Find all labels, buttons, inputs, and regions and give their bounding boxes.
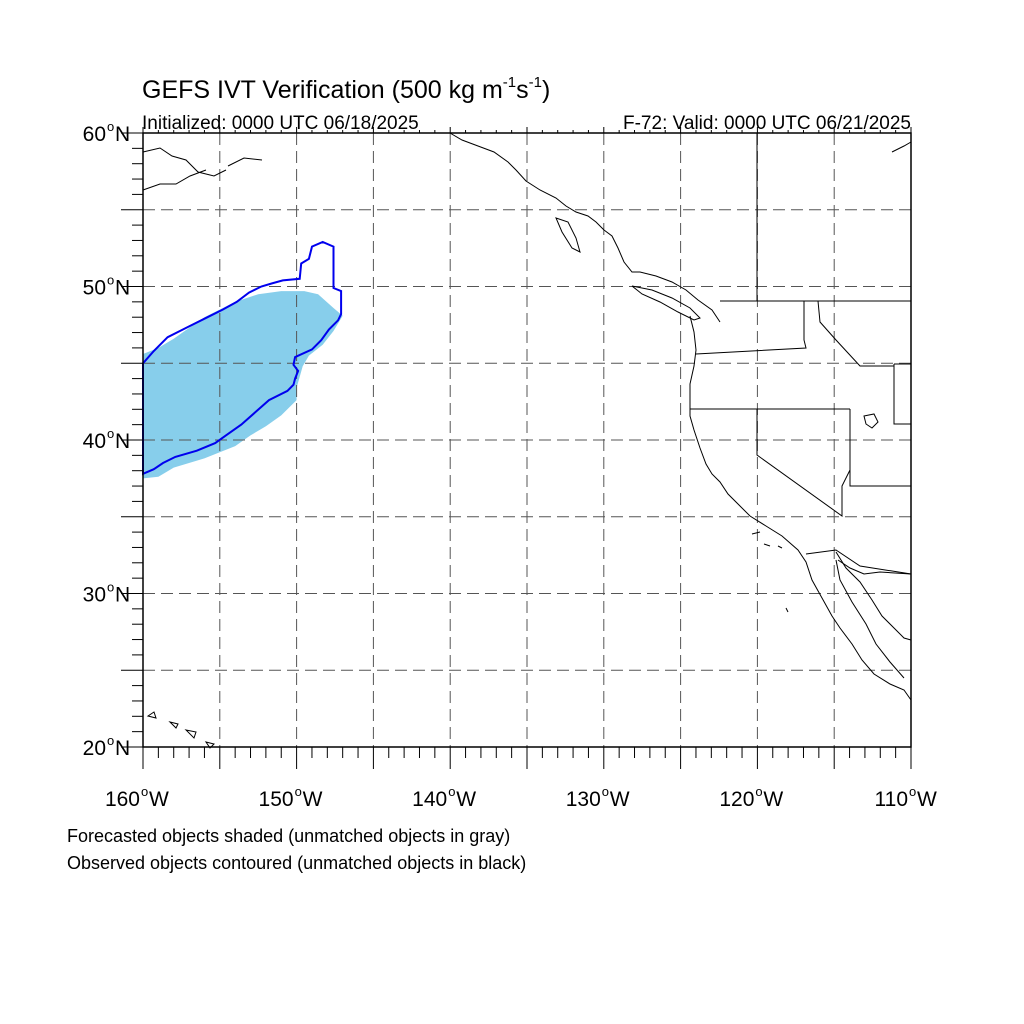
hawaii-islands — [146, 711, 215, 749]
baja-gulf-coast — [835, 551, 912, 679]
lon-hemisphere: W — [149, 788, 169, 811]
vancouver-island — [631, 285, 701, 321]
lon-hemisphere: W — [763, 788, 783, 811]
lon-degree-symbol: o — [141, 784, 148, 799]
initialized-label: Initialized: 0000 UTC 06/18/2025 — [142, 113, 419, 134]
us-west-coastline — [689, 315, 912, 701]
lat-degree-symbol: o — [107, 733, 114, 748]
lon-tick-label: 120 — [719, 788, 754, 811]
axis-ticks — [121, 127, 912, 769]
lon-degree-symbol: o — [602, 784, 609, 799]
lon-tick-label: 110 — [875, 788, 908, 811]
lon-degree-symbol: o — [909, 784, 916, 799]
alaska-coastline — [449, 132, 605, 231]
observed-note: Observed objects contoured (unmatched ob… — [67, 853, 527, 873]
lat-degree-symbol: o — [107, 273, 114, 288]
lon-tick-label: 130 — [566, 788, 601, 811]
map-title: GEFS IVT Verification (500 kg m-1s-1) — [142, 74, 550, 104]
lon-hemisphere: W — [917, 788, 937, 811]
lon-degree-symbol: o — [295, 784, 302, 799]
canada-coastline — [603, 229, 721, 323]
mexico-border — [805, 549, 912, 575]
lon-hemisphere: W — [456, 788, 476, 811]
lat-hemisphere: N — [115, 584, 130, 607]
lat-degree-symbol: o — [107, 119, 114, 134]
lat-tick-label: 60 — [83, 123, 106, 146]
state-borders — [690, 133, 912, 575]
mainland-mexico-coast — [837, 559, 912, 575]
lat-hemisphere: N — [115, 430, 130, 453]
lat-hemisphere: N — [115, 277, 130, 300]
lon-hemisphere: W — [303, 788, 323, 811]
gridlines — [143, 133, 911, 747]
haida-gwaii-island — [555, 217, 581, 253]
lat-tick-label: 30 — [83, 584, 106, 607]
lat-degree-symbol: o — [107, 426, 114, 441]
washington-oregon-border — [695, 301, 807, 355]
lon-tick-label: 160 — [105, 788, 140, 811]
lon-hemisphere: W — [610, 788, 630, 811]
great-salt-lake — [863, 413, 879, 429]
nevada-utah-arizona-border — [849, 409, 911, 487]
lon-degree-symbol: o — [755, 784, 762, 799]
valid-time-label: F-72: Valid: 0000 UTC 06/21/2025 — [623, 113, 911, 134]
utah-wyoming-border — [893, 363, 911, 425]
forecast-note: Forecasted objects shaded (unmatched obj… — [67, 826, 511, 846]
lat-tick-label: 50 — [83, 277, 106, 300]
lat-tick-label: 20 — [83, 737, 106, 760]
lat-hemisphere: N — [115, 737, 130, 760]
channel-islands — [751, 531, 789, 613]
northeast-coast-fragment — [891, 141, 912, 153]
lon-tick-label: 150 — [259, 788, 294, 811]
observed-object-layer — [142, 240, 343, 476]
alaska-peninsula-coast — [142, 147, 263, 191]
lat-degree-symbol: o — [107, 580, 114, 595]
plot-area — [121, 127, 912, 769]
forecast-object-shading — [143, 291, 343, 479]
lat-hemisphere: N — [115, 123, 130, 146]
lat-tick-label: 40 — [83, 430, 106, 453]
latitude-labels: 60 o N50 o N40 o N30 o N20 o N — [83, 119, 131, 760]
coastlines — [142, 132, 912, 749]
longitude-labels: 160 o W 150 o W 140 o W 130 o W 120 o W 110 o W — [105, 784, 937, 811]
lon-degree-symbol: o — [448, 784, 455, 799]
forecast-object-layer — [143, 291, 343, 479]
observed-object-contour — [142, 240, 343, 476]
lon-tick-label: 140 — [412, 788, 447, 811]
